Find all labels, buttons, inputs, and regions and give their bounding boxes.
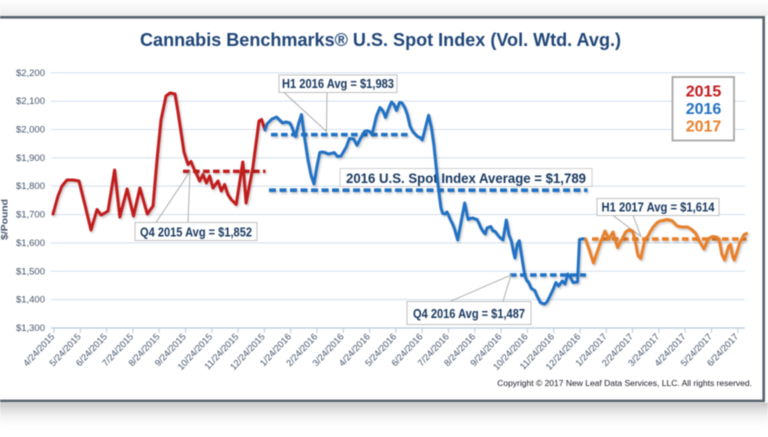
svg-text:2016 U.S. Spot Index Average =: 2016 U.S. Spot Index Average = $1,789 <box>346 170 586 186</box>
svg-text:$1,800: $1,800 <box>16 181 45 192</box>
svg-text:$1,700: $1,700 <box>16 210 45 221</box>
svg-text:$2,100: $2,100 <box>16 96 45 107</box>
svg-text:$/Pound: $/Pound <box>0 199 11 240</box>
svg-text:$1,900: $1,900 <box>16 153 45 164</box>
svg-text:2015: 2015 <box>686 84 722 101</box>
svg-text:Q4 2016 Avg = $1,487: Q4 2016 Avg = $1,487 <box>413 307 525 321</box>
svg-text:$1,500: $1,500 <box>16 266 45 277</box>
svg-text:H1 2016 Avg = $1,983: H1 2016 Avg = $1,983 <box>282 77 394 91</box>
svg-text:Copyright © 2017 New Leaf Data: Copyright © 2017 New Leaf Data Services,… <box>497 378 752 388</box>
svg-text:$1,600: $1,600 <box>16 238 45 249</box>
svg-text:$2,200: $2,200 <box>16 68 45 79</box>
svg-text:H1 2017 Avg = $1,614: H1 2017 Avg = $1,614 <box>602 201 715 215</box>
svg-text:2016: 2016 <box>686 101 722 118</box>
svg-text:$1,300: $1,300 <box>16 323 45 334</box>
svg-text:$1,400: $1,400 <box>16 295 45 306</box>
svg-text:2017: 2017 <box>686 119 722 136</box>
svg-text:Cannabis Benchmarks® U.S. Spot: Cannabis Benchmarks® U.S. Spot Index (Vo… <box>140 30 621 50</box>
svg-text:Q4 2015 Avg = $1,852: Q4 2015 Avg = $1,852 <box>140 226 252 240</box>
svg-text:$2,000: $2,000 <box>16 125 45 136</box>
